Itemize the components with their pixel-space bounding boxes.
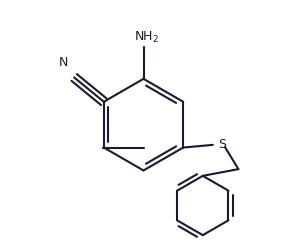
Text: N: N (59, 56, 68, 69)
Text: S: S (218, 138, 226, 151)
Text: NH$_2$: NH$_2$ (134, 30, 159, 45)
